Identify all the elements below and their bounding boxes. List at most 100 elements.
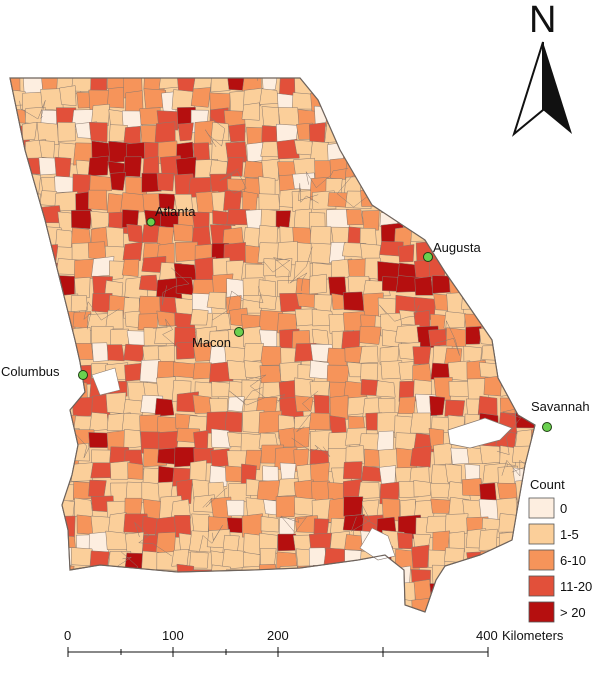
city-columbus[interactable]: Columbus (1, 364, 88, 380)
city-augusta[interactable]: Augusta (423, 240, 482, 262)
zip-area (278, 581, 296, 600)
zip-area (71, 462, 94, 482)
legend-label: 6-10 (560, 553, 586, 568)
zip-area (325, 584, 353, 611)
scale-tick-label: 200 (267, 628, 289, 643)
zip-area (106, 78, 127, 90)
zip-area (379, 597, 403, 612)
zip-area (448, 144, 470, 165)
zip-area (192, 293, 213, 314)
zip-area (24, 427, 45, 448)
zip-area (429, 395, 446, 416)
zip-area (191, 620, 213, 639)
boundary-line (370, 142, 400, 193)
zip-area (177, 122, 194, 142)
zip-area (499, 239, 516, 266)
legend-swatch (528, 601, 555, 623)
zip-area (258, 410, 282, 434)
zip-area (342, 514, 365, 532)
city-marker[interactable] (78, 370, 88, 380)
zip-area (39, 190, 58, 207)
zip-area (448, 531, 465, 553)
zip-area (224, 411, 243, 433)
zip-area (445, 601, 468, 612)
zip-area (444, 513, 469, 534)
zip-area (411, 597, 433, 612)
zip-area (90, 210, 111, 229)
zip-area (23, 310, 46, 336)
zip-area (343, 618, 365, 638)
zip-area (193, 584, 221, 608)
zip-area (329, 91, 351, 115)
boundary-line (280, 515, 308, 534)
zip-area (532, 379, 535, 399)
zip-area (325, 598, 343, 612)
zip-area (360, 363, 379, 382)
city-marker[interactable] (234, 327, 244, 337)
boundary-line (289, 246, 313, 291)
legend-swatch (528, 523, 555, 545)
zip-area (90, 104, 110, 127)
zip-area (24, 483, 49, 502)
zip-area (10, 309, 27, 333)
zip-area (246, 585, 266, 606)
zip-area (210, 564, 231, 581)
zip-area (173, 361, 197, 379)
zip-area (313, 394, 330, 416)
city-savannah[interactable]: Savannah (531, 399, 590, 432)
zip-area (382, 616, 400, 637)
legend-title: Count (530, 477, 565, 492)
zip-area (258, 279, 276, 298)
zip-area (464, 463, 480, 481)
zip-area (139, 107, 161, 125)
zip-area (444, 206, 462, 227)
north-arrow-icon (543, 42, 572, 134)
scale-bar: 0 100 200 400 Kilometers (64, 628, 564, 657)
zip-area (56, 484, 75, 502)
zip-area (4, 617, 26, 641)
zip-area (243, 87, 264, 107)
zip-area (19, 329, 42, 351)
zip-area (228, 123, 246, 143)
zip-area (533, 245, 535, 268)
city-marker[interactable] (146, 217, 156, 227)
zip-area (413, 480, 433, 498)
zip-area (312, 565, 334, 589)
zip-area (516, 157, 535, 183)
zip-area (293, 427, 310, 449)
zip-area (411, 188, 431, 208)
zip-area (54, 377, 78, 399)
zip-area (259, 365, 282, 384)
zip-area (38, 566, 62, 586)
boundary-line (152, 318, 181, 350)
zip-area (313, 78, 333, 93)
zip-area (360, 122, 382, 142)
zip-area (70, 295, 88, 312)
zip-area (258, 193, 281, 211)
georgia-state (4, 77, 536, 641)
city-marker[interactable] (542, 422, 552, 432)
zip-area (478, 528, 498, 551)
zip-area (40, 462, 61, 484)
zip-area (121, 259, 140, 277)
zip-area (445, 463, 462, 484)
zip-area (412, 105, 434, 125)
zip-area (108, 566, 129, 589)
zip-area (500, 566, 519, 592)
zip-area (464, 110, 482, 131)
zip-area (291, 615, 308, 634)
city-macon[interactable]: Macon (192, 327, 244, 351)
zip-area (444, 399, 466, 417)
zip-area (291, 190, 311, 212)
zip-area (38, 600, 55, 612)
city-atlanta[interactable]: Atlanta (146, 204, 196, 227)
zip-area (38, 582, 61, 600)
city-marker[interactable] (423, 252, 433, 262)
boundary-line (247, 374, 286, 403)
zip-area (37, 382, 61, 400)
zip-area (91, 620, 111, 638)
zip-area (511, 242, 533, 265)
zip-area (137, 313, 158, 331)
zip-area (124, 310, 141, 328)
zip-area (22, 240, 38, 266)
